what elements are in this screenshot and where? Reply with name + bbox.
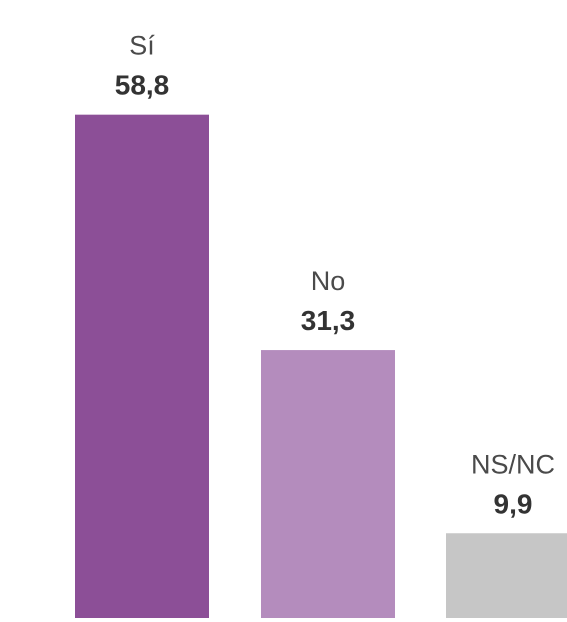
bar-s — [75, 114, 209, 618]
labels-group: 58,8 Sí 31,3 No 9,9 NS/NC — [115, 31, 555, 520]
category-label-ns-nc: NS/NC — [471, 449, 555, 479]
value-label-ns-nc: 9,9 — [494, 488, 533, 519]
category-label-s: Sí — [129, 31, 155, 61]
bars-group — [75, 114, 567, 618]
value-label-s: 58,8 — [115, 70, 170, 101]
value-label-no: 31,3 — [301, 305, 356, 336]
category-label-no: No — [311, 266, 346, 296]
bar-ns-nc — [446, 533, 567, 618]
bar-no — [261, 350, 395, 618]
